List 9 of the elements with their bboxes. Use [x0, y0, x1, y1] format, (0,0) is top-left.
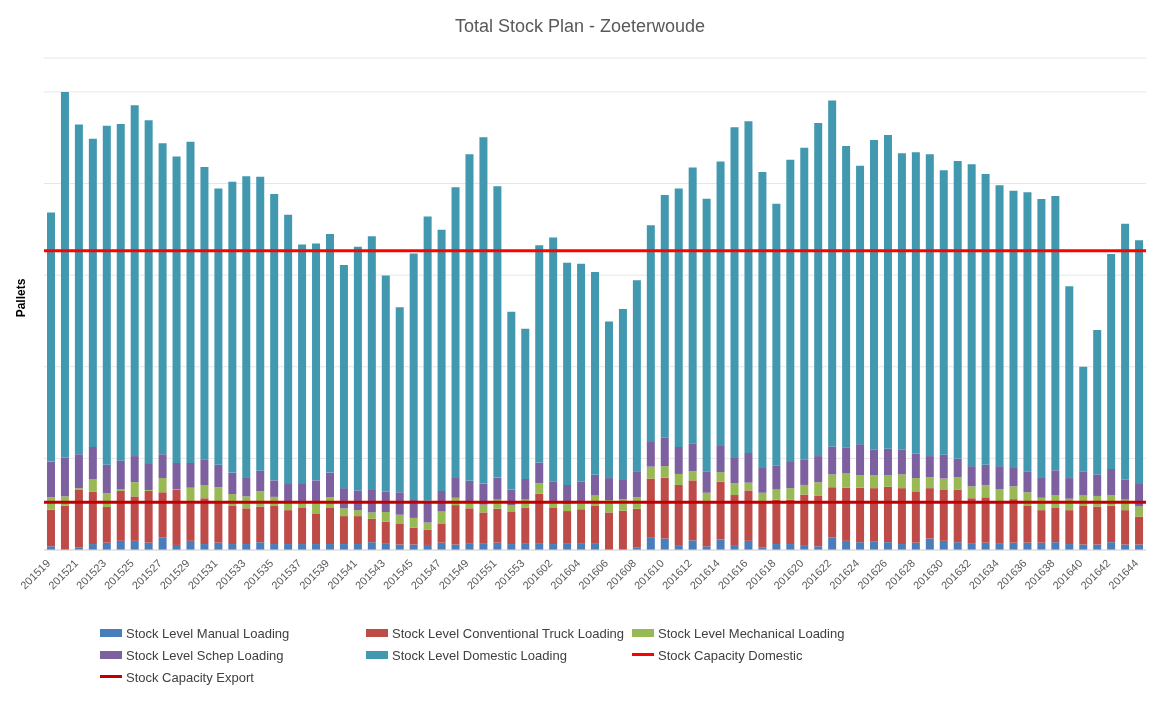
legend-label: Stock Level Domestic Loading [392, 647, 567, 663]
legend-label: Stock Capacity Domestic [658, 647, 803, 663]
y-axis-title: Pallets [14, 278, 28, 318]
chart-title: Total Stock Plan - Zoeterwoude [453, 15, 707, 38]
legend-label: Stock Level Manual Loading [126, 625, 290, 641]
legend-label: Stock Capacity Export [126, 669, 254, 685]
legend-label: Stock Level Schep Loading [126, 647, 284, 663]
legend-label: Stock Level Conventional Truck Loading [392, 625, 624, 641]
legend-label: Stock Level Mechanical Loading [658, 625, 845, 641]
